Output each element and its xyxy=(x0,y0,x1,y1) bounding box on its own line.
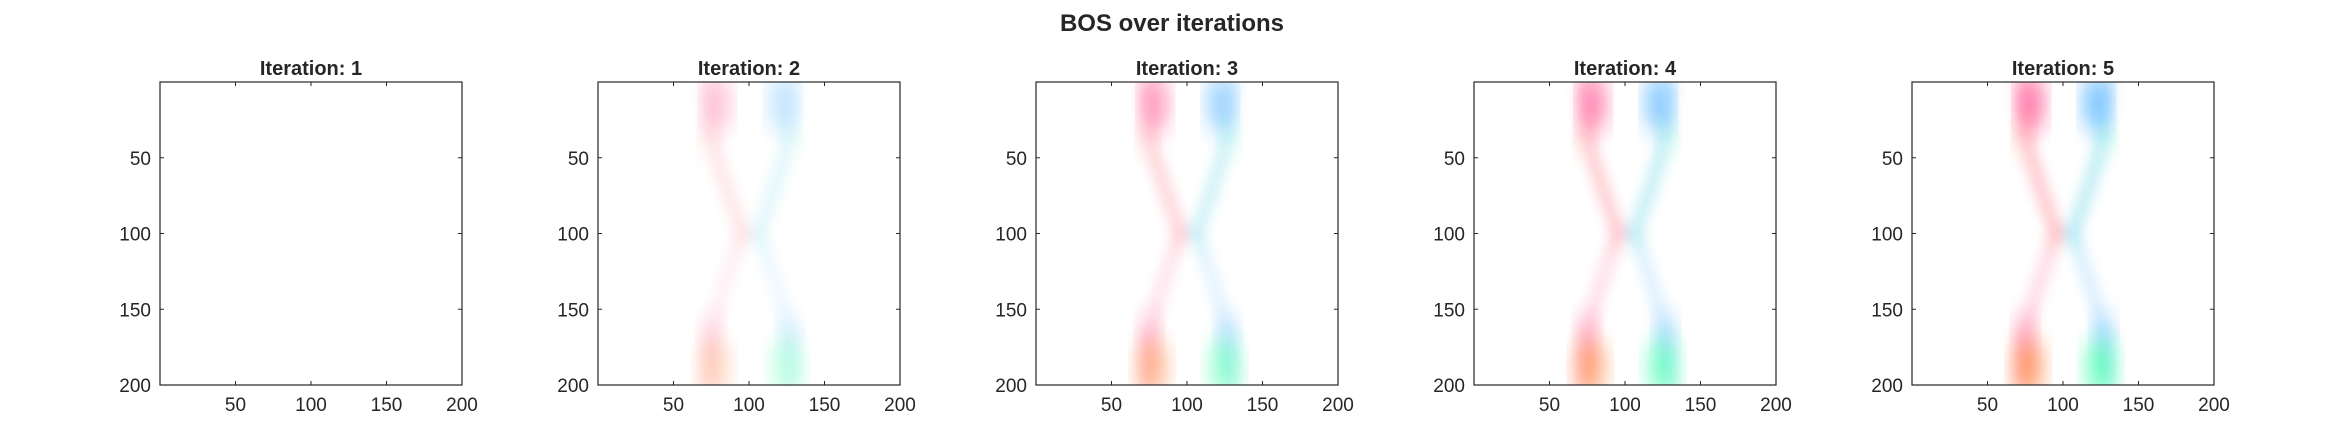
y-tick-label-150: 150 xyxy=(557,300,589,321)
x-tick-label-200: 200 xyxy=(884,395,916,416)
y-tick-label-100: 100 xyxy=(1433,225,1465,246)
x-tick-label-100: 100 xyxy=(1171,395,1203,416)
blob-green-upper xyxy=(784,123,799,156)
plot-background xyxy=(1912,82,2214,385)
blob-magenta-low xyxy=(2017,311,2034,352)
streak-left-mid xyxy=(2027,153,2062,253)
blob-blue-low xyxy=(1657,311,1674,352)
y-tick-label-200: 200 xyxy=(119,376,151,397)
x-tick-label-50: 50 xyxy=(1539,395,1560,416)
x-tick-label-150: 150 xyxy=(2123,395,2155,416)
x-tick-label-200: 200 xyxy=(1760,395,1792,416)
subplot-title: Iteration: 2 xyxy=(698,58,800,80)
subplot-1: 50 100 150 200 50 100 150 200 Iteration: 1 xyxy=(119,58,478,416)
y-tick-label-100: 100 xyxy=(1871,225,1903,246)
streak-right-mid xyxy=(1191,153,1226,253)
x-tick-label-50: 50 xyxy=(663,395,684,416)
y-tick-label-50: 50 xyxy=(1006,149,1027,170)
subplot-title: Iteration: 1 xyxy=(260,58,362,80)
x-tick-label-150: 150 xyxy=(1247,395,1279,416)
blob-magenta-low xyxy=(703,311,720,352)
x-tick-label-200: 200 xyxy=(1322,395,1354,416)
streak-left-mid xyxy=(1589,153,1624,253)
y-tick-label-150: 150 xyxy=(1871,300,1903,321)
blob-blue-top xyxy=(2086,82,2107,134)
heatmap-image xyxy=(701,82,800,385)
blob-magenta-low xyxy=(1141,311,1158,352)
blob-orange-upper xyxy=(1578,123,1593,156)
heatmap-image xyxy=(1139,82,1238,385)
x-tick-label-50: 50 xyxy=(225,395,246,416)
blob-magenta-top xyxy=(1145,82,1166,134)
x-tick-label-100: 100 xyxy=(1609,395,1641,416)
blob-blue-low xyxy=(781,311,798,352)
subplot-title: Iteration: 4 xyxy=(1574,58,1677,80)
subplot-title: Iteration: 3 xyxy=(1136,58,1238,80)
x-tick-label-200: 200 xyxy=(2198,395,2230,416)
y-tick-label-150: 150 xyxy=(119,300,151,321)
blob-green-upper xyxy=(1660,123,1675,156)
plot-background xyxy=(598,82,900,385)
y-tick-label-200: 200 xyxy=(1433,376,1465,397)
x-tick-label-100: 100 xyxy=(295,395,327,416)
plot-background xyxy=(160,82,462,385)
blob-blue-low xyxy=(1219,311,1236,352)
subplot-3: 50 100 150 200 50 100 150 200 Iteration: 3 xyxy=(995,58,1354,416)
plot-background xyxy=(1036,82,1338,385)
blob-magenta-low xyxy=(1579,311,1596,352)
x-tick-label-200: 200 xyxy=(446,395,478,416)
subplot-2: 50 100 150 200 50 100 150 200 Iteration: 2 xyxy=(557,58,916,416)
y-tick-label-100: 100 xyxy=(119,225,151,246)
blob-blue-top xyxy=(1210,82,1231,134)
blob-magenta-top xyxy=(707,82,728,134)
streak-right-mid xyxy=(2067,153,2102,253)
y-tick-label-150: 150 xyxy=(995,300,1027,321)
blob-blue-low xyxy=(2095,311,2112,352)
blob-magenta-top xyxy=(1583,82,1604,134)
blob-blue-top xyxy=(1648,82,1669,134)
heatmap-image xyxy=(1577,82,1676,385)
y-tick-label-50: 50 xyxy=(130,149,151,170)
blob-magenta-top xyxy=(2021,82,2042,134)
x-tick-label-150: 150 xyxy=(1685,395,1717,416)
y-tick-label-200: 200 xyxy=(1871,376,1903,397)
figure-title: BOS over iterations xyxy=(1059,10,1285,37)
x-tick-label-100: 100 xyxy=(733,395,765,416)
y-tick-label-200: 200 xyxy=(557,376,589,397)
subplot-4: 50 100 150 200 50 100 150 200 Iteration: 4 xyxy=(1433,58,1792,416)
heatmap-image xyxy=(2015,82,2114,385)
y-tick-label-200: 200 xyxy=(995,376,1027,397)
x-tick-label-100: 100 xyxy=(2047,395,2079,416)
x-tick-label-50: 50 xyxy=(1101,395,1122,416)
y-tick-label-100: 100 xyxy=(557,225,589,246)
y-tick-label-50: 50 xyxy=(1882,149,1903,170)
streak-left-mid xyxy=(713,153,748,253)
y-tick-label-100: 100 xyxy=(995,225,1027,246)
streak-left-mid xyxy=(1151,153,1186,253)
x-tick-label-150: 150 xyxy=(809,395,841,416)
x-tick-label-50: 50 xyxy=(1977,395,1998,416)
blob-orange-upper xyxy=(1140,123,1155,156)
blob-blue-top xyxy=(772,82,793,134)
blob-green-upper xyxy=(1222,123,1237,156)
streak-right-mid xyxy=(1629,153,1664,253)
streak-right-mid xyxy=(753,153,788,253)
subplot-5: 50 100 150 200 50 100 150 200 Iteration: 5 xyxy=(1871,58,2230,416)
x-tick-label-150: 150 xyxy=(371,395,403,416)
blob-orange-upper xyxy=(2016,123,2031,156)
subplot-title: Iteration: 5 xyxy=(2012,58,2114,80)
y-tick-label-150: 150 xyxy=(1433,300,1465,321)
blob-orange-upper xyxy=(702,123,717,156)
plot-background xyxy=(1474,82,1776,385)
y-tick-label-50: 50 xyxy=(1444,149,1465,170)
blob-green-upper xyxy=(2098,123,2113,156)
y-tick-label-50: 50 xyxy=(568,149,589,170)
